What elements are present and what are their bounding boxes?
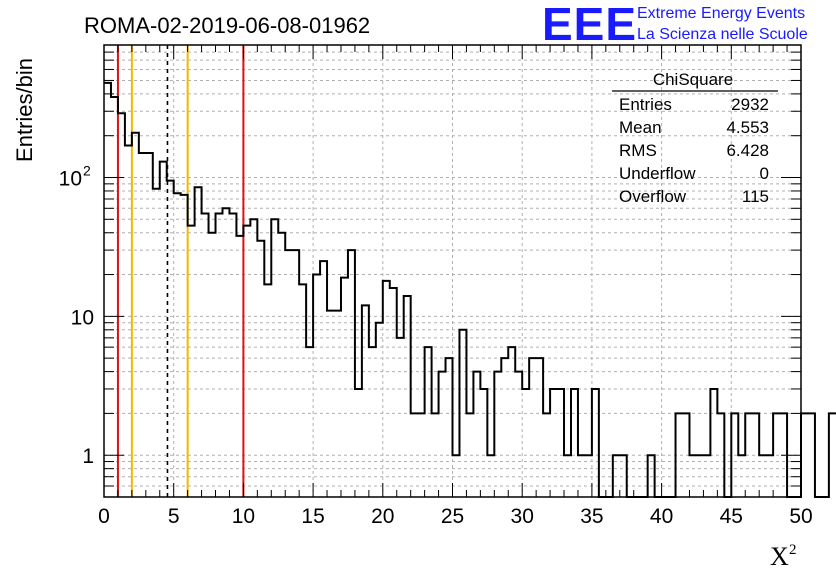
stats-row-value: 115 <box>742 187 769 206</box>
histogram-layer <box>104 81 836 498</box>
logo-line-1: Extreme Energy Events <box>637 5 805 22</box>
x-tick-label: 25 <box>441 505 464 528</box>
stats-row-value: 6.428 <box>726 141 769 160</box>
x-tick-label: 15 <box>301 505 324 528</box>
stats-row-label: Entries <box>619 95 672 114</box>
x-tick-label: 35 <box>580 505 603 528</box>
x-tick-label: 40 <box>650 505 673 528</box>
x-tick-label: 50 <box>789 505 812 528</box>
chart-title: ROMA-02-2019-06-08-01962 <box>84 13 370 38</box>
x-tick-label: 30 <box>511 505 534 528</box>
y-tick-label: 1 <box>82 445 94 468</box>
stats-row-value: 4.553 <box>726 118 769 137</box>
y-axis-label: Entries/bin <box>12 58 37 162</box>
x-tick-label: 0 <box>98 505 110 528</box>
vertical-lines-layer <box>116 45 245 497</box>
y-tick-label: 10 <box>59 167 82 190</box>
x-tick-label: 10 <box>232 505 255 528</box>
x-axis-label-superscript: 2 <box>789 542 797 558</box>
stats-row-value: 0 <box>760 164 769 183</box>
y-tick-label-exponent: 2 <box>83 162 91 178</box>
x-axis-label: X 2 <box>770 542 797 571</box>
y-tick-label: 10 <box>71 306 94 329</box>
stats-row-label: Underflow <box>619 164 696 183</box>
histogram-outline <box>104 81 836 498</box>
eee-logo: EEE Extreme Energy Events La Scienza nel… <box>542 0 808 50</box>
x-tick-label: 5 <box>168 505 180 528</box>
x-tick-label: 45 <box>720 505 743 528</box>
logo-line-2: La Scienza nelle Scuole <box>637 26 808 43</box>
stats-title: ChiSquare <box>653 70 733 89</box>
stats-row-value: 2932 <box>731 95 769 114</box>
stats-rows: Entries 2932 Mean 4.553 RMS 6.428 Underflow 0 Ov… <box>619 95 769 206</box>
x-axis-label-base: X <box>770 542 789 571</box>
stats-row-label: Mean <box>619 118 662 137</box>
stats-row-label: Overflow <box>619 187 687 206</box>
eee-logo-text: EEE <box>542 0 637 50</box>
stats-row-label: RMS <box>619 141 657 160</box>
stats-box: ChiSquare Entries 2932 Mean 4.553 RMS 6.428 Un… <box>612 70 778 206</box>
x-tick-label: 20 <box>371 505 394 528</box>
